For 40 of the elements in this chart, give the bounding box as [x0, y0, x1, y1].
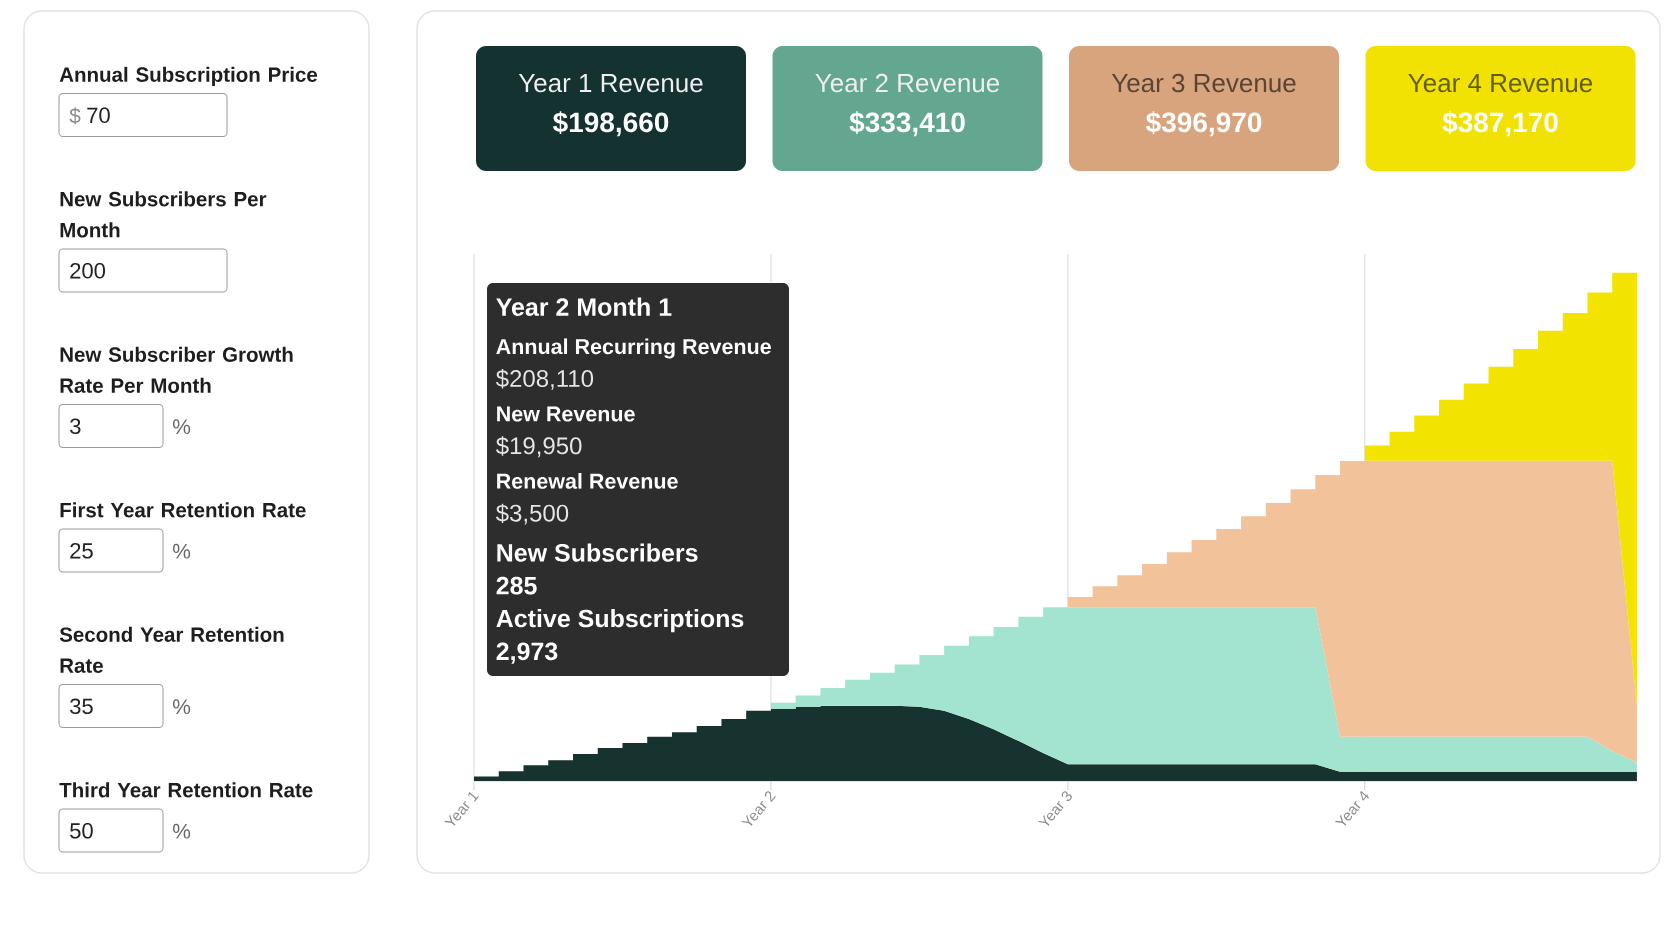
annotation: Annual Recurring Revenue: [496, 338, 771, 359]
category-label: Year 3 Revenue: [1111, 73, 1296, 93]
text: %: [172, 419, 191, 435]
text: $198,660: [552, 111, 669, 137]
data-label: 3: [70, 418, 81, 435]
data-label: 200: [70, 263, 106, 279]
annotation: 2,973: [496, 642, 558, 664]
category-label: Second Year Retention Rate: [59, 626, 284, 673]
data-label: 25: [70, 543, 93, 559]
annotation: 285: [496, 576, 537, 595]
annotation: $208,110: [495, 369, 594, 390]
annotation: New Subscribers: [497, 543, 698, 562]
data-label: 50: [70, 823, 93, 839]
x-tick-label: Year 4: [1334, 790, 1369, 826]
text: %: [172, 699, 191, 715]
text: $: [69, 107, 81, 125]
category-label: Annual Subscription Price: [59, 66, 318, 86]
text: %: [172, 823, 191, 839]
x-tick-label: Year 2: [741, 791, 776, 826]
category-label: New Subscribers Per Month: [60, 191, 267, 238]
text: $387,170: [1442, 111, 1558, 137]
data-label: 35: [70, 698, 93, 715]
text: $333,410: [849, 111, 965, 137]
annotation: $3,500: [495, 503, 569, 525]
annotation: Year 2 Month 1: [496, 297, 672, 316]
x-tick-label: Year 3: [1038, 791, 1072, 826]
annotation: Renewal Revenue: [497, 473, 678, 489]
x-tick-label: Year 1: [444, 791, 479, 826]
annotation: New Revenue: [497, 406, 635, 422]
annotation: Active Subscriptions: [496, 608, 744, 633]
category-label: First Year Retention Rate: [60, 502, 306, 518]
data-label: 70: [87, 107, 110, 124]
text: %: [172, 543, 191, 559]
category-label: Year 2 Revenue: [815, 73, 1000, 93]
category-label: Third Year Retention Rate: [59, 782, 313, 798]
category-label: Year 1 Revenue: [518, 74, 703, 93]
text: $396,970: [1146, 111, 1262, 137]
annotation: $19,950: [495, 436, 582, 458]
category-label: Year 4 Revenue: [1408, 74, 1593, 93]
category-label: New Subscriber Growth Rate Per Month: [60, 346, 293, 393]
